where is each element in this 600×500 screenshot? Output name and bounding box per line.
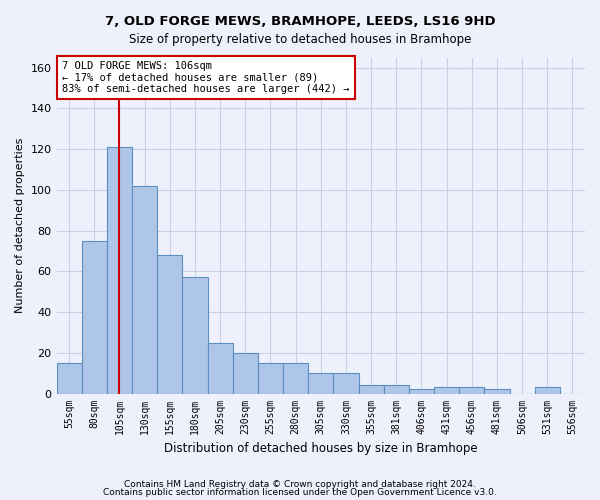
Y-axis label: Number of detached properties: Number of detached properties — [15, 138, 25, 313]
Bar — [409, 390, 434, 394]
Text: Contains public sector information licensed under the Open Government Licence v3: Contains public sector information licen… — [103, 488, 497, 497]
Text: Contains HM Land Registry data © Crown copyright and database right 2024.: Contains HM Land Registry data © Crown c… — [124, 480, 476, 489]
Text: 7 OLD FORGE MEWS: 106sqm
← 17% of detached houses are smaller (89)
83% of semi-d: 7 OLD FORGE MEWS: 106sqm ← 17% of detach… — [62, 61, 349, 94]
Bar — [434, 388, 459, 394]
Bar — [157, 255, 182, 394]
Bar — [208, 342, 233, 394]
Bar — [107, 147, 132, 394]
Bar — [484, 390, 509, 394]
Bar — [359, 386, 383, 394]
Text: Size of property relative to detached houses in Bramhope: Size of property relative to detached ho… — [129, 32, 471, 46]
Bar — [308, 373, 334, 394]
Bar — [535, 388, 560, 394]
Bar — [132, 186, 157, 394]
Bar — [383, 386, 409, 394]
Bar — [82, 241, 107, 394]
Bar — [233, 353, 258, 394]
Bar — [334, 373, 359, 394]
Bar — [258, 363, 283, 394]
Bar — [182, 278, 208, 394]
Text: 7, OLD FORGE MEWS, BRAMHOPE, LEEDS, LS16 9HD: 7, OLD FORGE MEWS, BRAMHOPE, LEEDS, LS16… — [104, 15, 496, 28]
Bar — [283, 363, 308, 394]
Bar — [459, 388, 484, 394]
Bar — [56, 363, 82, 394]
X-axis label: Distribution of detached houses by size in Bramhope: Distribution of detached houses by size … — [164, 442, 478, 455]
